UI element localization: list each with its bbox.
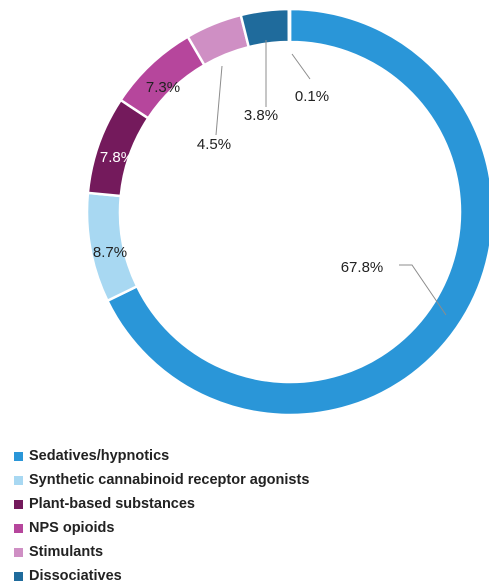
leader-line (399, 264, 447, 316)
legend-swatch (14, 571, 23, 581)
data-label: 4.5% (197, 136, 231, 153)
legend-swatch (14, 499, 23, 509)
legend-item: Dissociatives (14, 564, 309, 588)
legend-label: Sedatives/hypnotics (29, 448, 170, 464)
legend-label: Stimulants (29, 544, 104, 560)
legend-swatch (14, 451, 23, 461)
legend-label: Plant-based substances (29, 496, 195, 512)
data-label: 8.7% (93, 244, 127, 261)
legend-swatch (14, 475, 23, 485)
legend-item: Sedatives/hypnotics (14, 444, 309, 468)
leader-line (215, 65, 223, 136)
legend-label: Dissociatives (29, 568, 122, 584)
slice-slice-6 (287, 7, 292, 44)
slice-nps-opioids (119, 35, 206, 120)
chart-legend: Sedatives/hypnotics Synthetic cannabinoid… (14, 444, 309, 588)
legend-item: Stimulants (14, 540, 309, 564)
legend-label: NPS opioids (29, 520, 115, 536)
legend-swatch (14, 523, 23, 533)
legend-item: Plant-based substances (14, 492, 309, 516)
leader-line (291, 53, 311, 80)
data-label: 3.8% (244, 107, 278, 124)
legend-label: Synthetic cannabinoid receptor agonists (29, 472, 310, 488)
legend-item: Synthetic cannabinoid receptor agonists (14, 468, 309, 492)
donut-chart: 67.8% 8.7% 7.8% 7.3% 4.5% 3.8% 0.1% (85, 7, 489, 417)
data-label: 0.1% (295, 88, 329, 105)
data-label: 67.8% (341, 259, 384, 276)
legend-swatch (14, 547, 23, 557)
data-label: 7.8% (100, 149, 134, 166)
slice-plant-based-substances (86, 98, 150, 198)
legend-item: NPS opioids (14, 516, 309, 540)
slice-dissociatives (239, 7, 291, 49)
data-label: 7.3% (146, 79, 180, 96)
